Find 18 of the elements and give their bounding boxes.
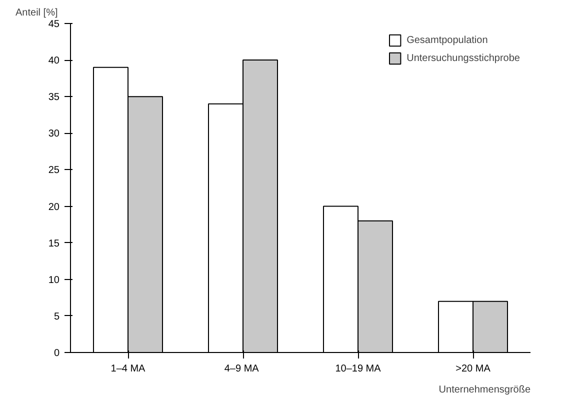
x-tick-label: 1–4 MA	[110, 364, 146, 374]
y-tick-label: 40	[48, 56, 60, 67]
y-tick-label: 20	[48, 202, 60, 213]
y-tick-label: 10	[48, 274, 60, 286]
y-tick-label: 15	[48, 238, 60, 250]
y-axis-title: Anteil [%]	[16, 8, 58, 18]
y-tick-label: 35	[48, 92, 60, 104]
y-tick-label: 45	[48, 19, 60, 30]
x-axis-title: Unternehmensgröße	[438, 384, 531, 396]
legend-label: Gesamtpopulation	[406, 34, 488, 46]
y-tick-label: 25	[48, 165, 60, 176]
x-tick-label: 10–19 MA	[335, 364, 382, 374]
x-tick-label: >20 MA	[456, 364, 491, 374]
y-tick-label: 0	[54, 348, 60, 359]
legend-label: Untersuchungsstichprobe	[406, 52, 520, 64]
y-tick-label: 5	[54, 311, 60, 322]
x-tick-label: 4–9 MA	[224, 364, 260, 374]
y-tick-label: 30	[48, 128, 60, 140]
